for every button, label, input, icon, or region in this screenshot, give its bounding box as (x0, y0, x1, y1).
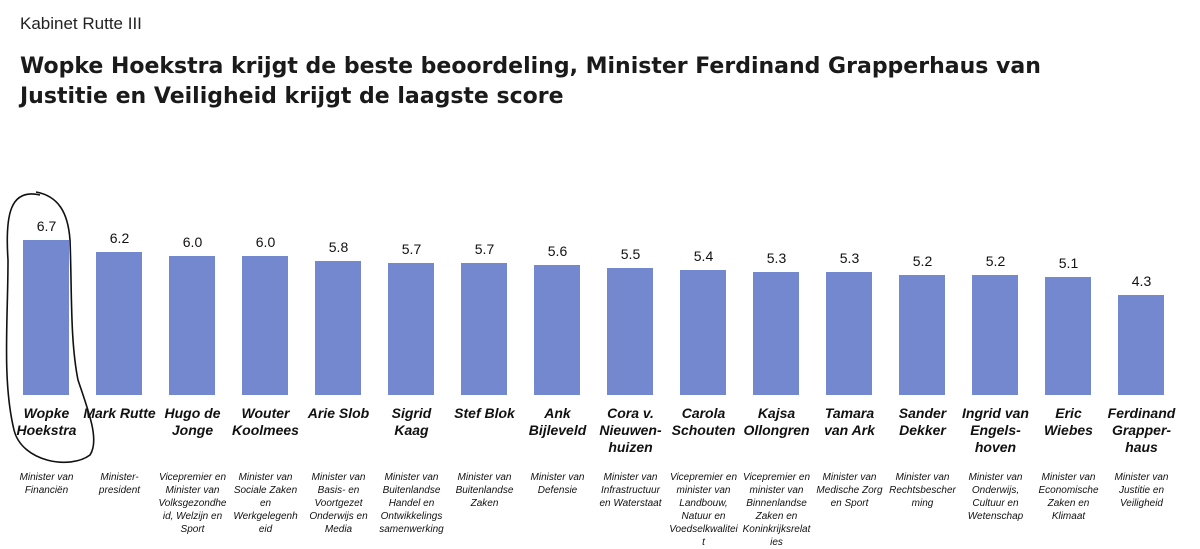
bar (388, 263, 434, 395)
category-label: Sigrid Kaag (391, 405, 432, 438)
value-label: 5.2 (985, 252, 1006, 269)
value-label: 5.2 (912, 252, 933, 269)
bar (315, 260, 361, 395)
category-label: Ferdinand Grapper-haus (1107, 405, 1176, 455)
category-label: Eric Wiebes (1044, 405, 1093, 438)
bar (899, 274, 945, 395)
bar (534, 265, 580, 395)
category-description: Vicepremier en Minister van Volksgezondh… (158, 472, 227, 535)
category-label: Ank Bijleveld (528, 405, 587, 438)
column: 5.7 Stef Blok Minister van Buitenlandse Za… (448, 0, 521, 544)
category-description: Minister van Medische Zorg en Sport (816, 472, 883, 509)
value-label: 6.7 (36, 217, 57, 234)
bar (607, 267, 653, 395)
category-description: Minister van Buitenlandse Handel en Ontw… (379, 472, 444, 535)
column: 5.6 Ank Bijleveld Minister van Defensie (521, 0, 594, 544)
column: 5.8 Arie Slob Minister van Basis- en Voort… (302, 0, 375, 544)
column: 5.2 Ingrid van Engels-hoven Minister van O… (959, 0, 1032, 544)
category-description: Vicepremier en minister van Landbouw, Na… (669, 472, 738, 548)
column: 5.2 Sander Dekker Minister van Rechtsbesch… (886, 0, 959, 544)
value-label: 5.3 (839, 250, 860, 267)
supertitle: Kabinet Rutte III (20, 14, 142, 33)
category-description: Minister van Infrastructuur en Waterstaa… (599, 472, 662, 509)
bar (680, 270, 726, 395)
column: 5.3 Tamara van Ark Minister van Medische Z… (813, 0, 886, 544)
category-label: Mark Rutte (83, 405, 156, 421)
value-label: 5.6 (547, 243, 568, 260)
category-label: Tamara van Ark (824, 405, 875, 438)
column: 5.1 Eric Wiebes Minister van Economische Z… (1032, 0, 1105, 544)
category-description: Minister van Sociale Zaken en Werkgelege… (233, 472, 298, 535)
bar (1045, 276, 1091, 395)
bar (461, 263, 507, 395)
value-label: 5.4 (693, 248, 714, 265)
column: 5.5 Cora v. Nieuwen-huizen Minister van In… (594, 0, 667, 544)
category-label: Cora v. Nieuwen-huizen (599, 405, 662, 455)
value-label: 4.3 (1131, 273, 1152, 290)
category-description: Minister van Financiën (19, 472, 74, 496)
category-label: Wouter Koolmees (232, 405, 299, 438)
category-description: Minister van Rechtsbescherming (889, 472, 956, 509)
column: 6.0 Wouter Koolmees Minister van Sociale Z… (229, 0, 302, 544)
bar (826, 272, 872, 395)
column: 5.7 Sigrid Kaag Minister van Buitenlandse … (375, 0, 448, 544)
column: 5.4 Carola Schouten Vicepremier en ministe… (667, 0, 740, 548)
value-label: 6.2 (109, 229, 130, 246)
category-description: Minister van Buitenlandse Zaken (455, 472, 514, 509)
value-label: 6.0 (255, 234, 276, 251)
value-label: 5.5 (620, 245, 641, 262)
column: 5.3 Kajsa Ollongren Vicepremier en ministe… (740, 0, 813, 548)
category-description: Minister van Justitie en Veiligheid (1114, 472, 1169, 509)
value-label: 5.7 (401, 241, 422, 258)
value-label: 5.8 (328, 238, 349, 255)
category-description: Minister van Basis- en Voortgezet Onderw… (309, 472, 368, 535)
bar (753, 272, 799, 395)
category-description: Minister van Defensie (530, 472, 585, 496)
bar (169, 256, 215, 395)
category-description: Minister-president (98, 472, 141, 496)
value-label: 5.1 (1058, 254, 1079, 271)
column: 6.0 Hugo de Jonge Vicepremier en Minister … (156, 0, 229, 544)
column: 4.3 Ferdinand Grapper-haus Minister van Ju… (1105, 0, 1178, 544)
category-label: Ingrid van Engels-hoven (962, 405, 1029, 455)
category-label: Hugo de Jonge (164, 405, 221, 438)
category-label: Sander Dekker (898, 405, 947, 438)
value-label: 6.0 (182, 234, 203, 251)
bar (972, 274, 1018, 395)
category-label: Wopke Hoekstra (16, 405, 77, 438)
column: 6.2 Mark Rutte Minister-president (83, 0, 156, 544)
category-label: Stef Blok (454, 405, 515, 421)
category-description: Minister van Onderwijs, Cultuur en Weten… (967, 472, 1024, 522)
bar (242, 256, 288, 395)
chart-title: Wopke Hoekstra krijgt de beste beoordeli… (20, 54, 1041, 109)
category-label: Kajsa Ollongren (743, 405, 810, 438)
category-description: Minister van Economische Zaken en Klimaa… (1038, 472, 1099, 522)
value-label: 5.7 (474, 241, 495, 258)
category-description: Vicepremier en minister van Binnenlandse… (742, 472, 811, 548)
column: 6.7 Wopke Hoekstra Minister van Financiën (10, 0, 83, 544)
bar (96, 251, 142, 395)
category-label: Arie Slob (307, 405, 370, 421)
bar (23, 239, 69, 395)
category-label: Carola Schouten (671, 405, 736, 438)
value-label: 5.3 (766, 250, 787, 267)
bar (1118, 295, 1164, 395)
